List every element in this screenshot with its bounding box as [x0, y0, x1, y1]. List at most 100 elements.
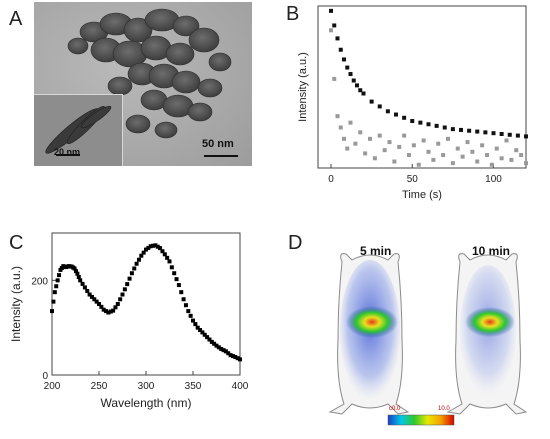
spectrum-point: [85, 288, 90, 293]
decay-point: [358, 88, 363, 93]
spectrum-point: [80, 281, 85, 286]
spectrum-point: [235, 356, 240, 361]
background-point: [368, 136, 372, 141]
spectrum-point: [89, 294, 94, 299]
plot-frame-b: [317, 5, 527, 169]
decay-point: [507, 132, 512, 137]
background-point: [392, 159, 397, 164]
decay-point: [499, 131, 504, 136]
decay-point: [418, 120, 423, 125]
background-point: [475, 159, 480, 164]
mouse-5-min: [328, 253, 410, 415]
x-tick-label-c: 250: [91, 381, 108, 392]
spectrum-point: [129, 271, 134, 276]
decay-point: [450, 127, 455, 132]
y-tick-label-c: 200: [31, 276, 48, 287]
spectrum-point: [106, 310, 111, 315]
background-point: [353, 141, 358, 146]
spectrum-point: [127, 276, 132, 281]
spectrum-point: [144, 247, 148, 252]
background-point: [480, 143, 485, 148]
background-point: [345, 146, 350, 151]
background-point: [338, 125, 343, 130]
decay-point: [369, 99, 374, 104]
spectrum-point: [188, 313, 193, 318]
spectrum-point: [132, 266, 137, 271]
spectrum-point: [82, 285, 87, 290]
spectrum-point: [104, 309, 109, 314]
background-point: [499, 156, 504, 161]
background-point: [411, 143, 416, 148]
spectrum-point: [179, 290, 184, 295]
decay-point: [377, 104, 382, 109]
background-point: [436, 141, 441, 146]
background-point: [509, 157, 514, 162]
decay-point: [348, 72, 353, 77]
colorbar-max-label: 10.0: [438, 406, 450, 412]
background-point: [358, 130, 363, 135]
spectrum-point: [216, 345, 221, 350]
spectrum-point: [94, 299, 99, 304]
spectrum-point: [125, 282, 130, 287]
spectrum-point: [50, 309, 54, 314]
decay-point: [467, 128, 472, 133]
decay-point: [475, 129, 480, 134]
spectrum-point: [228, 353, 233, 358]
panel-letter-b: B: [286, 3, 300, 25]
spectrum-point: [99, 304, 104, 309]
decay-point: [361, 91, 366, 96]
spectrum-point: [134, 261, 139, 266]
spectrum-point: [57, 273, 62, 278]
spectrum-point: [195, 325, 200, 330]
colorbar-gradient: [387, 414, 455, 426]
background-point: [455, 146, 460, 151]
spectrum-point: [191, 318, 195, 323]
spectrum-point: [113, 305, 118, 310]
background-point: [460, 154, 465, 159]
background-point: [465, 140, 470, 145]
spectrum-point: [165, 255, 170, 260]
background-point: [342, 136, 346, 141]
background-point: [421, 138, 426, 143]
decay-point: [332, 23, 337, 28]
y-tick-label-c: 0: [42, 371, 48, 382]
spectrum-point: [92, 297, 97, 302]
spectrum-point: [151, 243, 156, 248]
colorbar-min-label: c0.0: [389, 406, 401, 412]
background-point: [372, 156, 377, 161]
spectrum-point: [118, 297, 123, 302]
background-point: [519, 153, 524, 158]
spectrum-point: [97, 302, 101, 306]
decay-point: [434, 123, 439, 128]
tem-micrograph: 20 nm 50 nm: [34, 2, 252, 166]
spectrum-point: [230, 354, 235, 359]
y-axis-label-b: Intensity (a.u.): [297, 52, 309, 122]
background-point: [441, 153, 446, 158]
spectrum-point: [87, 292, 92, 297]
spectrum-point: [186, 309, 191, 314]
decay-point: [402, 115, 407, 120]
spectrum-point: [169, 265, 174, 270]
tem-inset: 20 nm: [34, 94, 123, 166]
spectrum-point: [72, 266, 77, 271]
spectrum-point: [51, 299, 56, 304]
background-point: [514, 148, 519, 153]
spectrum-point: [160, 249, 165, 254]
spectrum-point: [214, 343, 219, 348]
x-tick-label-b: 100: [485, 174, 502, 185]
background-point: [426, 149, 431, 154]
x-axis-label-c: Wavelength (nm): [101, 396, 192, 410]
spectrum-point: [115, 302, 120, 306]
background-point: [504, 138, 509, 143]
spectrum-point: [73, 269, 78, 274]
scale-label-main: 50 nm: [202, 138, 234, 150]
spectrum-point: [139, 253, 144, 258]
decay-point: [355, 83, 359, 88]
spectrum-point: [153, 243, 158, 248]
decay-point: [491, 131, 496, 136]
spectrum-point: [52, 290, 57, 295]
x-tick-label-b: 50: [407, 174, 419, 185]
